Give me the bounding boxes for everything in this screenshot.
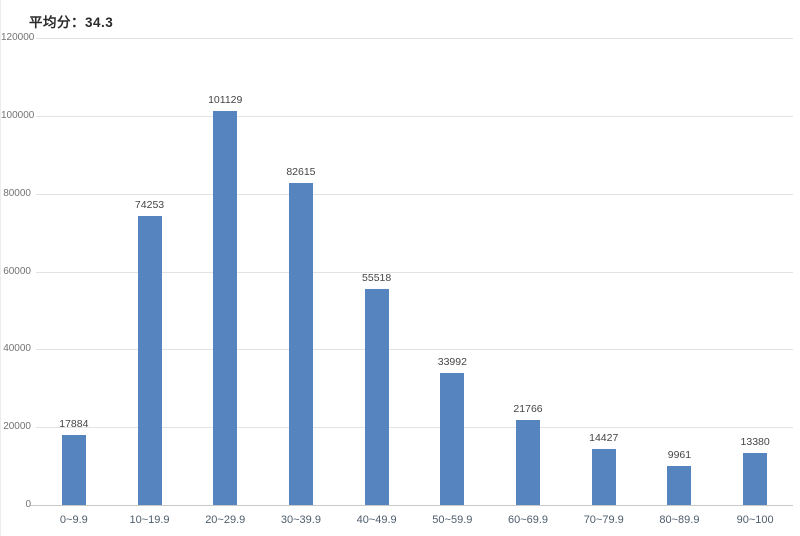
gridline: [36, 427, 793, 429]
y-tick-label: 100000: [1, 109, 35, 121]
y-tick-label: 0: [25, 499, 31, 510]
gridline: [36, 193, 793, 195]
gridline: [36, 38, 793, 39]
x-tick-label: 0~9.9: [59, 514, 88, 526]
x-tick-label: 30~39.9: [280, 514, 321, 526]
bar-0~9.9[interactable]: [61, 435, 86, 505]
x-tick-label: 40~49.9: [356, 514, 397, 526]
bar-value-label: 55518: [362, 271, 392, 284]
bar-40~49.9[interactable]: [364, 288, 389, 505]
x-tick-label: 70~79.9: [583, 514, 624, 526]
bar-value-label: 14427: [589, 431, 619, 444]
y-tick-label: 120000: [1, 32, 35, 43]
y-tick-label: 40000: [3, 343, 31, 355]
bar-10~19.9[interactable]: [137, 216, 162, 505]
y-tick-label: 60000: [3, 265, 31, 277]
bar-value-label: 82615: [286, 166, 316, 179]
bar-value-label: 9961: [667, 449, 692, 462]
x-tick-label: 80~89.9: [659, 514, 700, 526]
bar-80~89.9[interactable]: [667, 466, 692, 505]
x-tick-label: 20~29.9: [205, 514, 246, 526]
bar-value-label: 33992: [437, 355, 467, 368]
bar-90~100[interactable]: [743, 452, 768, 505]
gridline: [36, 349, 793, 351]
bar-value-label: 21766: [513, 403, 543, 416]
bar-value-label: 74253: [134, 199, 165, 212]
bar-value-label: 17884: [59, 418, 89, 431]
bar-70~79.9[interactable]: [591, 448, 616, 505]
x-tick-label: 50~59.9: [432, 514, 473, 526]
bar-50~59.9[interactable]: [440, 372, 465, 505]
gridline: [36, 115, 793, 117]
bar-value-label: 13380: [740, 435, 770, 448]
bar-20~29.9[interactable]: [213, 111, 238, 505]
chart-title: 平均分：34.3: [29, 15, 114, 30]
bar-30~39.9[interactable]: [288, 183, 313, 505]
x-tick-label: 90~100: [736, 514, 774, 526]
plot-area: 0 20000 40000 60000 80000 100000 120000 17884 0~…: [1, 32, 793, 526]
bar-60~69.9[interactable]: [516, 420, 541, 505]
gridline: [36, 271, 793, 273]
bar-value-label: 101129: [208, 94, 243, 107]
x-tick-label: 60~69.9: [507, 514, 549, 526]
x-tick-label: 10~19.9: [129, 514, 170, 526]
x-axis-line: [30, 505, 793, 506]
y-tick-label: 20000: [3, 421, 31, 433]
y-tick-label: 80000: [3, 187, 31, 199]
